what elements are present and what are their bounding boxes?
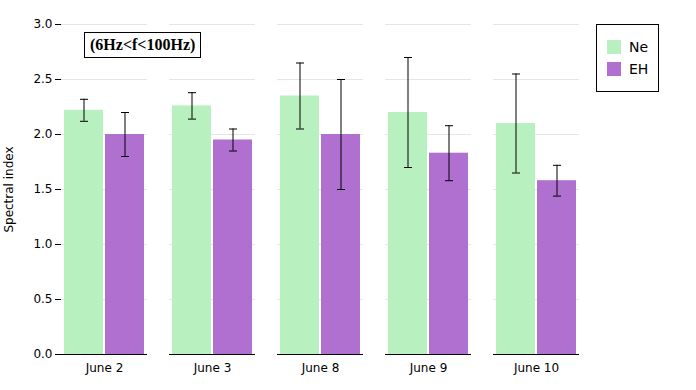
svg-text:1.0: 1.0 bbox=[33, 237, 52, 251]
svg-text:2.0: 2.0 bbox=[33, 127, 52, 141]
svg-text:June 9: June 9 bbox=[409, 361, 448, 375]
svg-text:June 3: June 3 bbox=[193, 361, 232, 375]
svg-text:June 2: June 2 bbox=[85, 361, 124, 375]
svg-text:0.5: 0.5 bbox=[33, 292, 52, 306]
html-text:Ne: Ne bbox=[629, 39, 649, 55]
svg-text:3.0: 3.0 bbox=[33, 17, 52, 31]
svg-text:1.5: 1.5 bbox=[33, 182, 52, 196]
html-text:EH: EH bbox=[629, 61, 649, 77]
svg-text:Spectral index: Spectral index bbox=[2, 146, 16, 232]
svg-text:2.5: 2.5 bbox=[33, 72, 52, 86]
svg-text:June 10: June 10 bbox=[513, 361, 559, 375]
svg-text:June 8: June 8 bbox=[301, 361, 340, 375]
svg-text:0.0: 0.0 bbox=[33, 347, 52, 361]
html-text:(6Hz<f<100Hz): (6Hz<f<100Hz) bbox=[90, 36, 196, 53]
